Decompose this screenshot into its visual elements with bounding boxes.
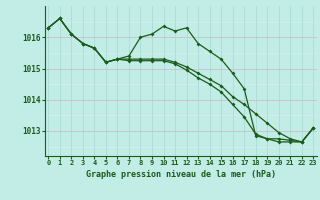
X-axis label: Graphe pression niveau de la mer (hPa): Graphe pression niveau de la mer (hPa) bbox=[86, 170, 276, 179]
